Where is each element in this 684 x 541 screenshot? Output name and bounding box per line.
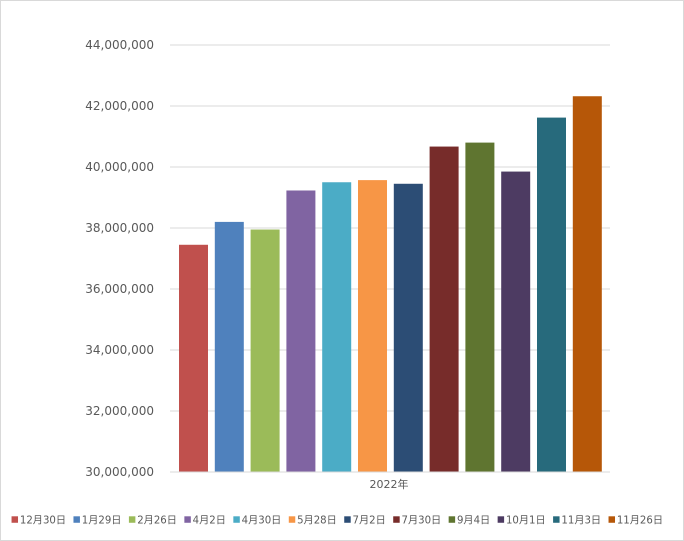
legend-swatch — [288, 516, 296, 523]
legend-label: 11月26日 — [617, 515, 663, 527]
legend-label: 2月26日 — [137, 515, 177, 527]
legend-item: 11月26日 — [608, 515, 663, 527]
y-tick-label: 34,000,000 — [85, 343, 154, 357]
legend-swatch — [393, 516, 400, 523]
y-tick-label: 32,000,000 — [85, 404, 154, 418]
bar-12 — [572, 96, 602, 473]
legend-label: 9月4日 — [457, 515, 490, 527]
legend-label: 4月2日 — [193, 515, 226, 527]
legend-swatch — [344, 516, 351, 523]
bar-6 — [358, 180, 387, 473]
legend-item: 7月2日 — [344, 515, 386, 527]
bar-9 — [465, 142, 495, 472]
legend-swatch — [553, 516, 560, 523]
bar-11 — [537, 117, 566, 472]
bar-1 — [179, 244, 208, 472]
legend-label: 7月2日 — [353, 515, 386, 527]
legend-swatch — [448, 516, 456, 523]
bar-3 — [250, 229, 280, 472]
bar-2 — [214, 221, 244, 472]
legend: 12月30日 1月29日 2月26日 4月2日 4月30日 5月28日 7月2日 7月30日 9… — [11, 515, 663, 527]
legend-item: 10月1日 — [497, 515, 546, 527]
bars — [179, 96, 602, 473]
legend-swatch — [608, 516, 616, 523]
legend-label: 12月30日 — [20, 515, 66, 527]
bar-7 — [393, 183, 423, 472]
bar-5 — [322, 182, 352, 472]
legend-label: 10月1日 — [506, 515, 546, 527]
legend-item: 5月28日 — [288, 515, 337, 527]
bar-10 — [501, 171, 531, 472]
y-tick-label: 38,000,000 — [85, 221, 154, 235]
legend-swatch — [73, 516, 80, 523]
legend-item: 2月26日 — [128, 515, 177, 527]
legend-swatch — [184, 516, 191, 523]
legend-swatch — [497, 516, 505, 523]
legend-label: 11月3日 — [561, 515, 601, 527]
legend-label: 1月29日 — [82, 515, 122, 527]
bar-4 — [286, 190, 316, 473]
y-tick-label: 42,000,000 — [85, 99, 154, 113]
x-axis-category-label: 2022年 — [370, 477, 409, 491]
legend-item: 12月30日 — [11, 515, 66, 527]
y-tick-label: 30,000,000 — [85, 465, 154, 479]
legend-item: 11月3日 — [553, 515, 601, 527]
legend-item: 1月29日 — [73, 515, 121, 527]
legend-item: 4月30日 — [233, 515, 281, 527]
bar-8 — [429, 146, 459, 472]
legend-label: 4月30日 — [242, 515, 282, 527]
legend-label: 7月30日 — [402, 515, 442, 527]
legend-swatch — [11, 516, 19, 523]
y-tick-label: 40,000,000 — [85, 160, 154, 174]
y-axis-tick-labels: 30,000,000 32,000,000 34,000,000 36,000,000… — [85, 38, 154, 479]
y-tick-label: 44,000,000 — [85, 38, 154, 52]
legend-swatch — [128, 516, 136, 523]
legend-swatch — [233, 516, 240, 523]
legend-item: 7月30日 — [393, 515, 441, 527]
legend-label: 5月28日 — [297, 515, 337, 527]
y-tick-label: 36,000,000 — [85, 282, 154, 296]
legend-item: 9月4日 — [448, 515, 490, 527]
legend-item: 4月2日 — [184, 515, 226, 527]
